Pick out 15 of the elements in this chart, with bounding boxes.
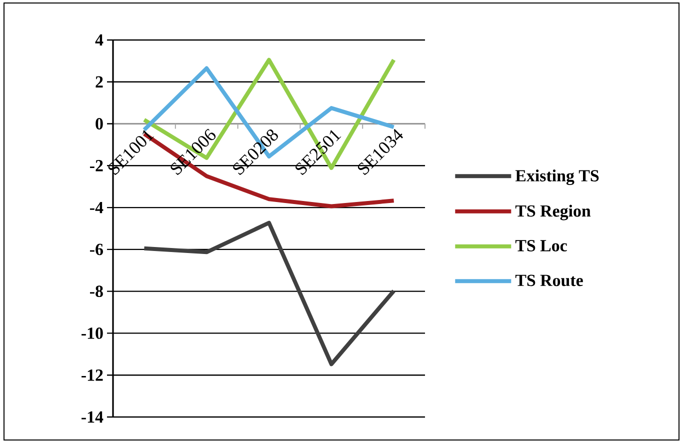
legend-label: TS Route — [515, 274, 583, 286]
legend-label: TS Loc — [515, 240, 567, 252]
y-tick-label: 4 — [95, 34, 104, 46]
line-series — [142, 220, 396, 366]
y-tick-label: 2 — [96, 76, 103, 88]
y-tick-label: -10 — [82, 327, 103, 339]
y-tick-label: -6 — [90, 244, 103, 256]
y-tick-label: 0 — [96, 118, 103, 130]
y-tick-label: -8 — [90, 286, 103, 298]
y-tick-label: -4 — [90, 202, 104, 214]
legend-label: Existing TS — [515, 170, 599, 186]
y-tick-label: -12 — [82, 369, 103, 381]
y-tick-label: -14 — [82, 411, 104, 423]
y-tick-label: -2 — [90, 160, 103, 172]
legend-label: TS Region — [515, 204, 591, 220]
